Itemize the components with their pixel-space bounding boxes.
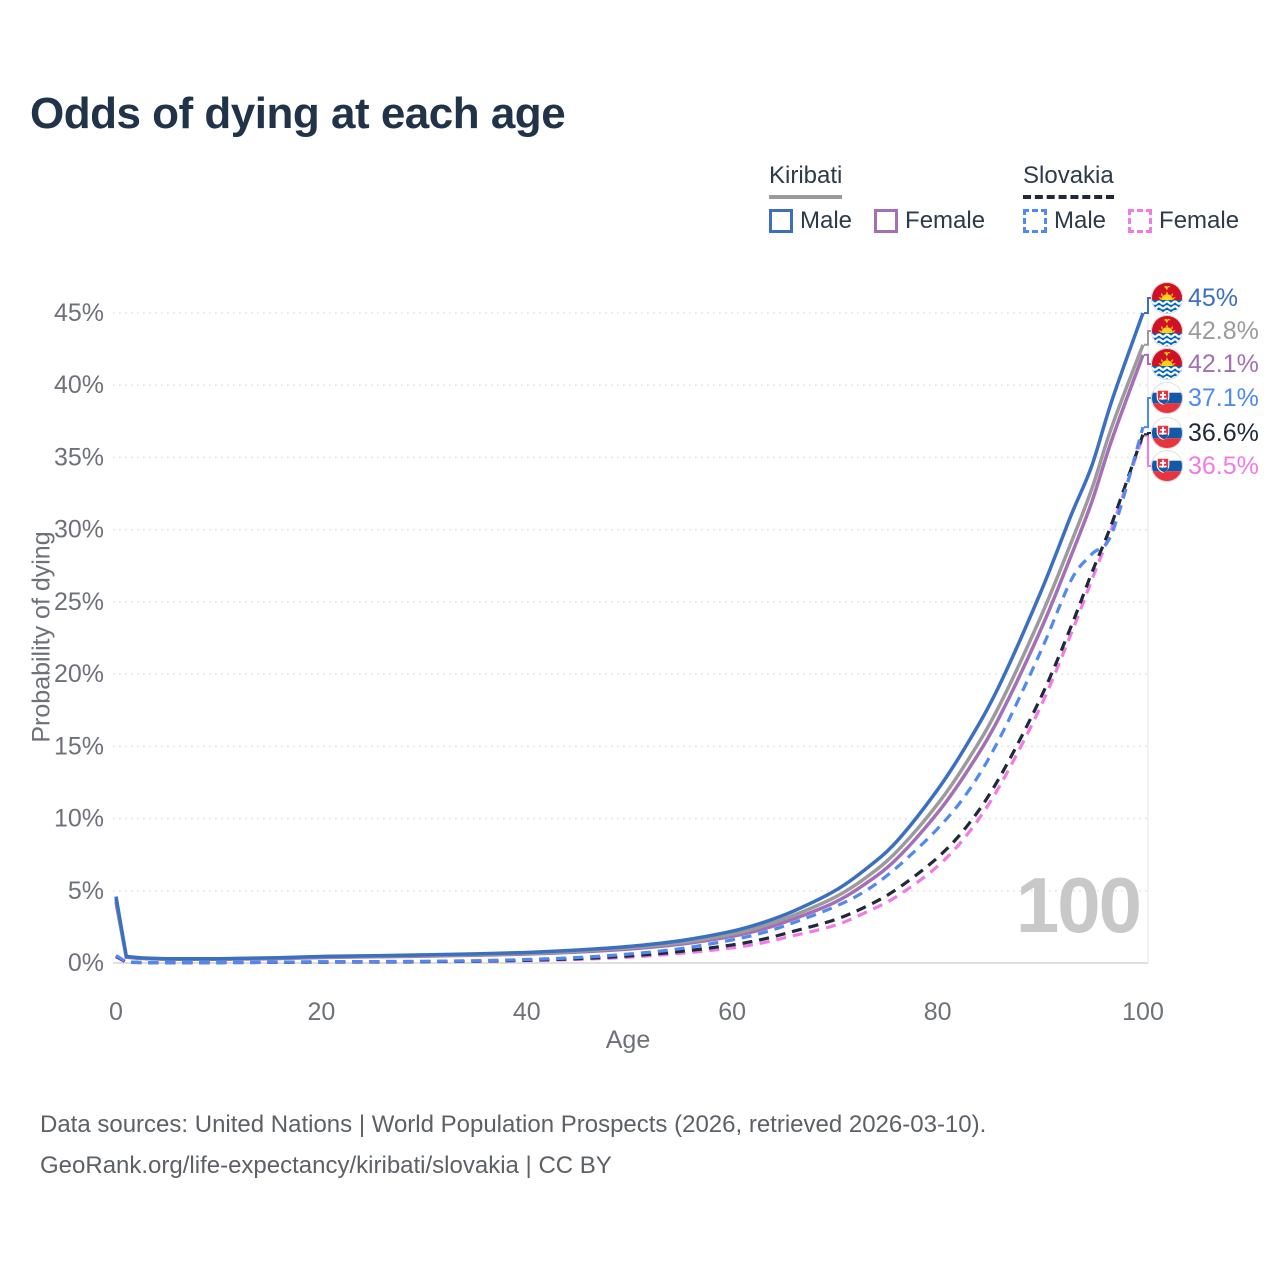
x-tick-label: 0 xyxy=(109,998,123,1026)
data-source-line: Data sources: United Nations | World Pop… xyxy=(40,1111,987,1138)
y-tick-label: 45% xyxy=(54,299,104,327)
y-tick-label: 15% xyxy=(54,732,104,760)
x-tick-label: 20 xyxy=(307,998,335,1026)
end-value-slovakia_both: 36.6% xyxy=(1188,419,1259,447)
legend-items-kiribati: Male Female xyxy=(769,207,985,235)
end-label-connector-slovakia_male xyxy=(1144,397,1152,429)
y-tick-label: 40% xyxy=(54,371,104,399)
end-label-connector-kiribati_male xyxy=(1144,297,1152,314)
attribution-line: GeoRank.org/life-expectancy/kiribati/slo… xyxy=(40,1152,612,1179)
y-tick-label: 25% xyxy=(54,588,104,616)
legend-item-slovakia-female[interactable]: Female xyxy=(1128,207,1239,235)
end-label-connector-kiribati_both xyxy=(1144,330,1152,346)
legend-item-kiribati-male[interactable]: Male xyxy=(769,207,852,235)
end-value-slovakia_female: 36.5% xyxy=(1188,452,1259,480)
y-tick-label: 20% xyxy=(54,660,104,688)
x-tick-label: 100 xyxy=(1122,998,1164,1026)
x-tick-label: 60 xyxy=(718,998,746,1026)
end-label-connector-kiribati_female xyxy=(1144,353,1152,365)
kiribati-flag-icon xyxy=(1151,315,1183,347)
legend-items-slovakia: Male Female xyxy=(1023,207,1239,235)
slovakia-flag-icon xyxy=(1151,450,1183,482)
kiribati-male-swatch-icon xyxy=(769,209,793,233)
legend-item-slovakia-male[interactable]: Male xyxy=(1023,207,1106,235)
end-label-kiribati_male: 45% xyxy=(1151,282,1238,314)
x-tick-label: 40 xyxy=(513,998,541,1026)
end-label-slovakia_both: 36.6% xyxy=(1151,417,1259,449)
end-label-kiribati_female: 42.1% xyxy=(1151,348,1259,380)
legend-group-kiribati: Kiribati Male Female xyxy=(769,162,985,235)
legend-group-slovakia: Slovakia Male Female xyxy=(1023,162,1239,235)
end-value-kiribati_male: 45% xyxy=(1188,284,1239,312)
end-label-kiribati_both: 42.8% xyxy=(1151,315,1259,347)
y-tick-label: 5% xyxy=(68,877,104,905)
series-slovakia_both-line[interactable] xyxy=(115,433,1145,965)
footer: Data sources: United Nations | World Pop… xyxy=(40,1104,986,1186)
legend-item-label: Male xyxy=(1054,207,1107,234)
legend-item-label: Female xyxy=(1159,207,1240,234)
end-label-connector-slovakia_female xyxy=(1144,434,1152,467)
slovakia-flag-icon xyxy=(1151,417,1183,449)
legend-country-slovakia[interactable]: Slovakia xyxy=(1023,162,1114,199)
y-tick-label: 35% xyxy=(54,443,104,471)
end-value-kiribati_both: 42.8% xyxy=(1188,317,1259,345)
end-value-slovakia_male: 37.1% xyxy=(1188,384,1259,412)
end-label-slovakia_male: 37.1% xyxy=(1151,382,1259,414)
end-label-connector-slovakia_both xyxy=(1144,432,1152,436)
x-axis-title: Age xyxy=(605,1026,651,1054)
end-value-kiribati_female: 42.1% xyxy=(1188,350,1259,378)
age-indicator-watermark: 100 xyxy=(1015,861,1142,949)
slovakia-female-swatch-icon xyxy=(1128,209,1153,233)
y-tick-label: 10% xyxy=(54,805,104,833)
legend-item-label: Male xyxy=(800,207,853,234)
series-slovakia_female-line[interactable] xyxy=(115,435,1145,965)
series-kiribati_male-line[interactable] xyxy=(114,312,1145,961)
legend-item-label: Female xyxy=(905,207,986,234)
legend-country-kiribati[interactable]: Kiribati xyxy=(769,162,843,199)
kiribati-flag-icon xyxy=(1151,348,1183,380)
x-tick-label: 80 xyxy=(924,998,952,1026)
end-label-slovakia_female: 36.5% xyxy=(1151,450,1259,482)
kiribati-female-swatch-icon xyxy=(874,209,899,233)
page-title: Odds of dying at each age xyxy=(30,89,566,138)
legend-item-kiribati-female[interactable]: Female xyxy=(874,207,985,235)
y-axis-title: Probability of dying xyxy=(27,531,56,743)
slovakia-male-swatch-icon xyxy=(1023,209,1047,233)
kiribati-flag-icon xyxy=(1151,282,1183,314)
plot-area[interactable]: 0% 5% 10% 15% 20% 25% 30% 35% 40% 45% 0 20 40 60 80 100 xyxy=(0,0,1280,1080)
y-tick-label: 0% xyxy=(68,949,104,977)
slovakia-flag-icon xyxy=(1151,382,1183,414)
y-tick-label: 30% xyxy=(54,516,104,544)
series-slovakia_male-line[interactable] xyxy=(115,426,1145,965)
